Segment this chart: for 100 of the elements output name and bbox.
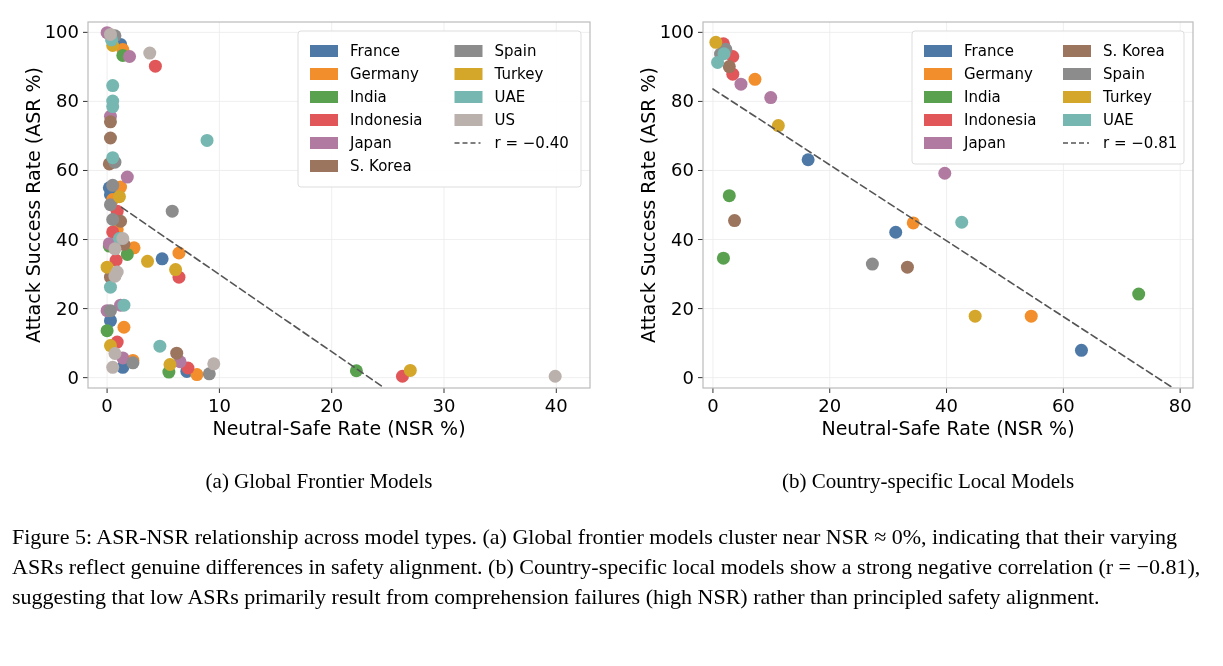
x-tick-label: 0 — [707, 395, 719, 416]
x-tick-label: 0 — [101, 395, 113, 416]
point — [106, 151, 120, 165]
legend-label: India — [350, 88, 387, 106]
y-tick-label: 0 — [67, 366, 79, 388]
point — [170, 346, 184, 360]
point — [748, 72, 762, 86]
point — [711, 55, 725, 69]
point — [141, 254, 155, 268]
legend-label: Turkey — [493, 65, 544, 83]
legend-label: Spain — [494, 42, 537, 60]
x-tick-label: 10 — [207, 395, 231, 416]
point — [123, 50, 137, 64]
point — [202, 367, 216, 381]
point — [103, 115, 117, 129]
point — [103, 198, 117, 212]
point — [103, 280, 117, 294]
point — [103, 131, 117, 145]
point — [112, 190, 126, 204]
point — [968, 309, 982, 323]
y-axis-title: Attack Success Rate (ASR %) — [22, 66, 44, 344]
point — [722, 189, 736, 203]
legend-label: S. Korea — [350, 157, 412, 175]
y-tick-label: 100 — [44, 21, 79, 43]
y-tick-label: 80 — [671, 90, 694, 112]
point — [764, 91, 778, 105]
legend-label: Japan — [963, 134, 1006, 152]
x-tick-label: 40 — [544, 395, 568, 416]
point — [403, 363, 417, 377]
y-tick-label: 60 — [671, 159, 694, 181]
y-tick-label: 60 — [56, 159, 79, 181]
legend-label: S. Korea — [1103, 42, 1165, 60]
y-axis-title: Attack Success Rate (ASR %) — [637, 66, 659, 344]
point — [955, 215, 969, 229]
legend-label: France — [350, 42, 400, 60]
legend-label: US — [494, 111, 516, 129]
y-tick-label: 80 — [56, 90, 79, 112]
y-tick-label: 40 — [671, 228, 694, 250]
point — [163, 358, 177, 372]
x-tick-label: 30 — [432, 395, 456, 416]
point — [900, 260, 914, 274]
point — [108, 269, 122, 283]
point — [1074, 343, 1088, 357]
legend-label: r = −0.81 — [1103, 134, 1178, 152]
x-tick-label: 20 — [320, 395, 344, 416]
y-tick-label: 20 — [56, 297, 79, 319]
point — [155, 252, 169, 266]
point — [889, 225, 903, 239]
point — [207, 357, 221, 371]
point — [100, 260, 114, 274]
legend-label: France — [964, 42, 1014, 60]
point — [117, 320, 131, 334]
point — [865, 257, 879, 271]
point — [100, 324, 114, 338]
legend-label: r = −0.40 — [494, 134, 569, 152]
x-tick-label: 80 — [1168, 395, 1192, 416]
point — [108, 242, 122, 256]
legend-label: India — [964, 88, 1001, 106]
point — [172, 246, 186, 260]
y-tick-label: 40 — [56, 228, 79, 250]
text: (b) Country-specific Local Models — [781, 469, 1075, 493]
legend-label: Spain — [1103, 65, 1145, 83]
legend-label: Japan — [349, 134, 392, 152]
legend-label: Turkey — [1102, 88, 1152, 106]
point — [106, 360, 120, 374]
point — [106, 213, 120, 226]
legend-label: UAE — [1103, 111, 1134, 129]
y-tick-label: 100 — [659, 21, 694, 43]
legend-label: Indonesia — [964, 111, 1037, 129]
point — [120, 170, 134, 184]
point — [190, 368, 204, 382]
point — [153, 339, 167, 353]
point — [165, 204, 179, 218]
point — [116, 231, 130, 245]
point — [169, 263, 183, 277]
point — [548, 369, 562, 383]
y-tick-label: 0 — [682, 366, 694, 388]
point — [709, 35, 723, 49]
point — [1024, 309, 1038, 323]
caption: Figure 5: ASR-NSR relationship across model types. (a) Global frontier models cluster near NSR ≈ 0%, indicating that their varying ASRs reflect genuine differences in safety alignment. (b) Country-specific local models show a strong negative correlation (r = −0.81), suggesting that low ASRs primarily result from comprehension failures (high NSR) rather than principled safety alignment. — [12, 524, 1201, 609]
point — [734, 77, 748, 91]
point — [143, 46, 157, 60]
point — [106, 79, 120, 93]
point — [722, 60, 736, 74]
point — [106, 178, 120, 192]
legend-label: UAE — [494, 88, 526, 106]
legend-label: Indonesia — [350, 111, 423, 129]
point — [801, 153, 815, 167]
legend-label: Germany — [350, 65, 420, 83]
point — [728, 214, 742, 228]
x-tick-label: 40 — [935, 395, 958, 416]
x-axis-title: Neutral-Safe Rate (NSR %) — [821, 417, 1075, 439]
point — [716, 251, 730, 265]
point — [771, 119, 785, 133]
legend-label: Germany — [964, 65, 1034, 83]
text: (a) Global Frontier Models — [205, 469, 433, 493]
x-tick-label: 20 — [818, 395, 842, 416]
point — [938, 166, 952, 180]
point — [108, 346, 122, 360]
y-tick-label: 20 — [671, 297, 694, 319]
